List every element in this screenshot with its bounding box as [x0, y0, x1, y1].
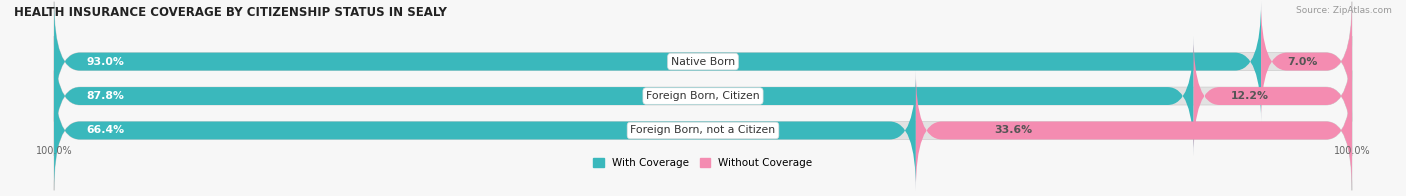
FancyBboxPatch shape: [53, 71, 915, 191]
Text: Foreign Born, not a Citizen: Foreign Born, not a Citizen: [630, 125, 776, 135]
FancyBboxPatch shape: [915, 71, 1353, 191]
Text: 66.4%: 66.4%: [87, 125, 125, 135]
FancyBboxPatch shape: [53, 36, 1353, 156]
Text: Foreign Born, Citizen: Foreign Born, Citizen: [647, 91, 759, 101]
FancyBboxPatch shape: [53, 2, 1353, 122]
Text: 100.0%: 100.0%: [1334, 146, 1371, 156]
Text: 87.8%: 87.8%: [87, 91, 124, 101]
Text: 100.0%: 100.0%: [35, 146, 72, 156]
Legend: With Coverage, Without Coverage: With Coverage, Without Coverage: [593, 158, 813, 168]
Text: HEALTH INSURANCE COVERAGE BY CITIZENSHIP STATUS IN SEALY: HEALTH INSURANCE COVERAGE BY CITIZENSHIP…: [14, 6, 447, 19]
Text: 7.0%: 7.0%: [1288, 57, 1317, 67]
FancyBboxPatch shape: [1194, 36, 1353, 156]
Text: Native Born: Native Born: [671, 57, 735, 67]
Text: 12.2%: 12.2%: [1230, 91, 1268, 101]
Text: Source: ZipAtlas.com: Source: ZipAtlas.com: [1296, 6, 1392, 15]
FancyBboxPatch shape: [53, 36, 1194, 156]
Text: 93.0%: 93.0%: [87, 57, 124, 67]
Text: 33.6%: 33.6%: [994, 125, 1032, 135]
FancyBboxPatch shape: [1261, 2, 1353, 122]
FancyBboxPatch shape: [53, 2, 1261, 122]
FancyBboxPatch shape: [53, 71, 1353, 191]
